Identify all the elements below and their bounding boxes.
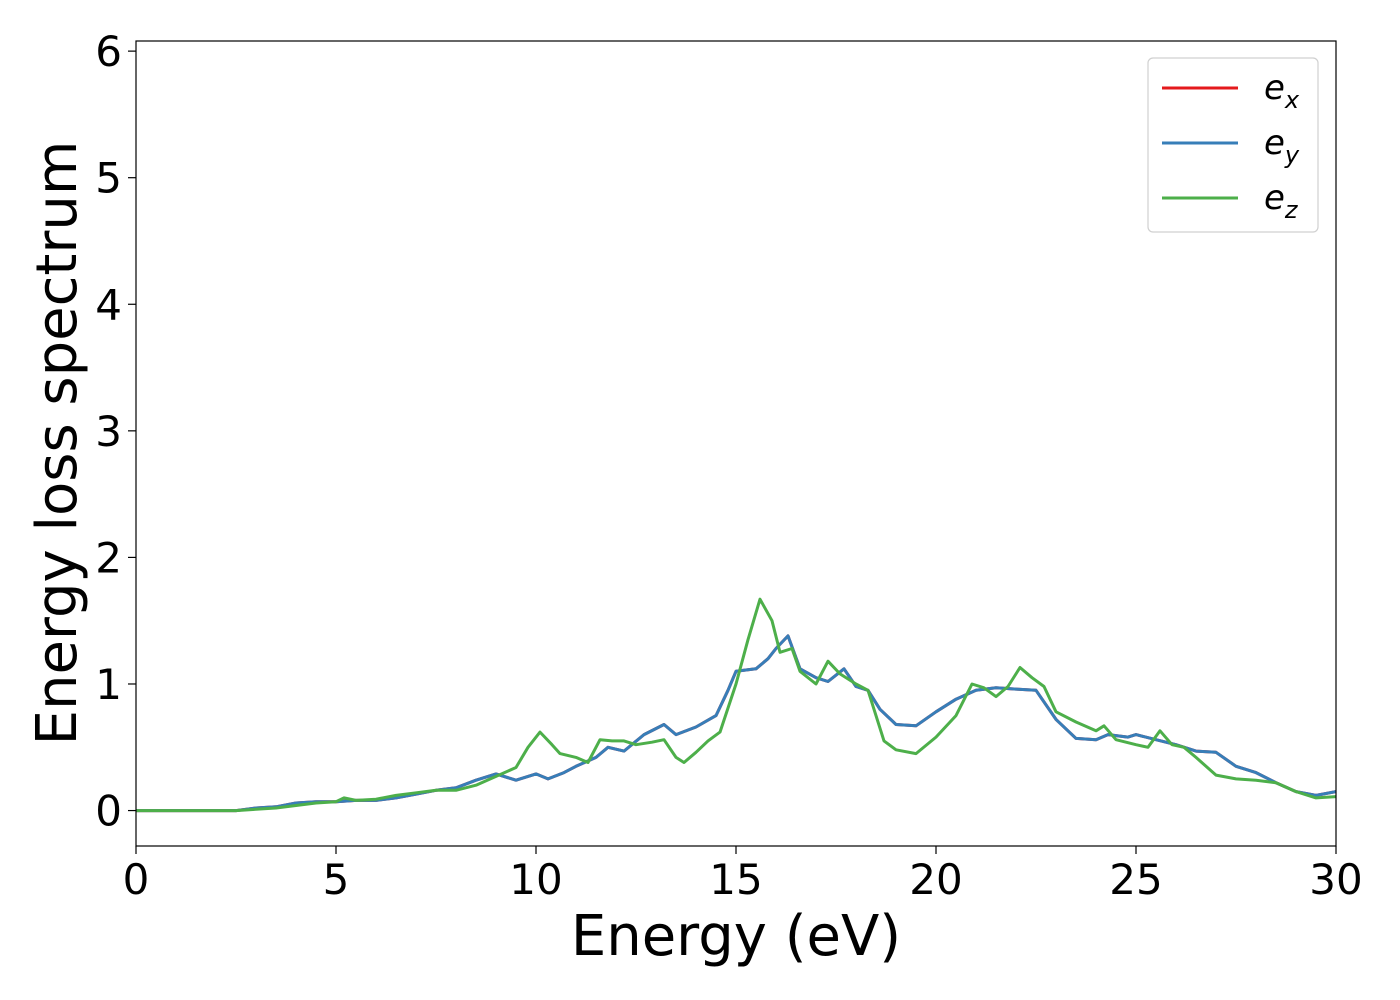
y-tick-label: 6 — [95, 27, 122, 76]
series-line-e-x — [136, 634, 1336, 813]
legend-box — [1147, 57, 1319, 233]
x-tick-label: 20 — [909, 855, 962, 904]
x-tick-label: 25 — [1109, 855, 1162, 904]
x-tick-label: 0 — [123, 855, 150, 904]
series-line-e-y — [136, 634, 1336, 813]
y-axis-title: Energy loss spectrum — [25, 141, 90, 746]
x-tick-label: 10 — [509, 855, 562, 904]
series-lines — [136, 597, 1336, 813]
y-tick-label: 0 — [95, 787, 122, 836]
y-tick-label: 5 — [95, 154, 122, 203]
y-tick-label: 2 — [95, 533, 122, 582]
plot-layer — [136, 597, 1336, 813]
axes-layer: 0 5 10 15 20 25 30 0 1 2 3 4 5 6 — [95, 27, 1362, 904]
x-tick-label: 5 — [323, 855, 350, 904]
series-line-e-z — [136, 597, 1336, 813]
y-tick-label: 3 — [95, 407, 122, 456]
y-tick-label: 4 — [95, 280, 122, 329]
x-tick-label: 30 — [1309, 855, 1362, 904]
y-tick-label: 1 — [95, 660, 122, 709]
x-tick-label: 15 — [709, 855, 762, 904]
x-axis-title: Energy (eV) — [571, 904, 901, 969]
